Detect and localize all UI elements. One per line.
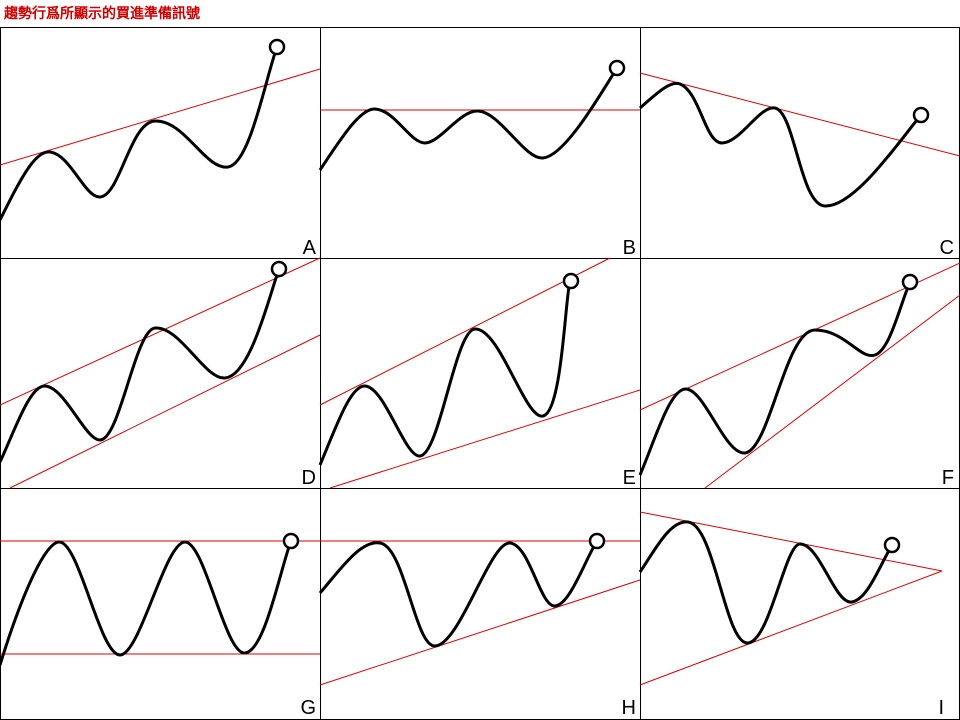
panel-e [318, 257, 641, 489]
panel-label: I [938, 697, 944, 719]
panel-f [638, 262, 960, 489]
panel-label: A [303, 237, 317, 259]
panel-a [0, 38, 321, 221]
panel-b [318, 59, 640, 171]
panel-c [639, 72, 960, 208]
panel-label: D [302, 467, 316, 489]
panel-d [0, 257, 321, 489]
panel-h [318, 532, 641, 686]
panel-label: F [942, 467, 954, 489]
panel-label: E [623, 467, 636, 489]
panel-label: B [623, 237, 636, 259]
panel-g [0, 532, 320, 666]
panel-i [638, 511, 943, 686]
panel-label: H [622, 697, 636, 719]
title: 趨勢行爲所顯示的買進準備訊號 [3, 5, 200, 21]
panel-label: G [300, 697, 316, 719]
panel-label: C [940, 237, 954, 259]
